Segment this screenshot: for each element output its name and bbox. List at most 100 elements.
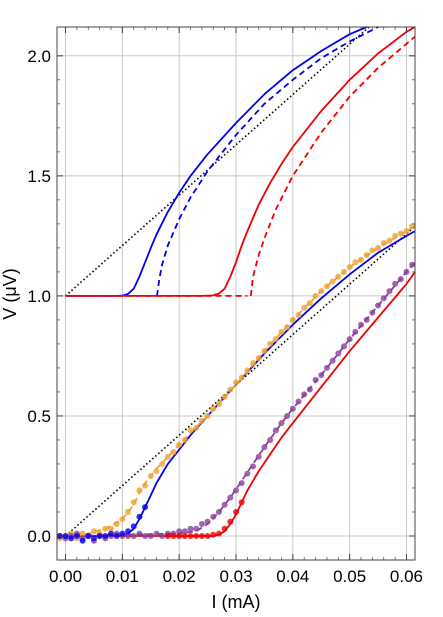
data-point xyxy=(204,518,211,525)
data-point xyxy=(301,304,308,311)
data-point xyxy=(306,300,313,307)
data-point xyxy=(136,530,143,537)
series-3 xyxy=(65,26,416,297)
data-point xyxy=(340,343,347,350)
data-point xyxy=(233,379,239,386)
series-13 xyxy=(56,504,149,544)
x-axis-ticks: 0.00 0.01 0.02 0.03 0.04 0.05 0.06 xyxy=(49,27,423,586)
data-point xyxy=(221,525,228,532)
data-point xyxy=(233,487,239,494)
x-tick-label: 0.01 xyxy=(106,567,139,586)
data-point xyxy=(125,532,132,539)
data-point xyxy=(369,247,376,254)
data-point xyxy=(323,364,330,371)
data-point xyxy=(147,532,154,539)
data-point xyxy=(397,230,404,237)
data-point xyxy=(318,288,325,295)
data-point xyxy=(278,328,285,335)
data-point xyxy=(159,532,166,539)
series-line xyxy=(249,35,416,297)
data-point xyxy=(363,252,370,259)
series-14 xyxy=(164,499,245,539)
data-point xyxy=(227,494,234,501)
x-axis-label: I (mA) xyxy=(212,592,261,612)
x-tick-label: 0.05 xyxy=(333,567,366,586)
data-point xyxy=(193,424,200,431)
x-tick-label: 0.06 xyxy=(390,567,423,586)
data-point xyxy=(358,256,365,263)
data-point xyxy=(153,530,160,537)
data-point xyxy=(244,470,251,477)
data-point xyxy=(73,532,80,539)
series-2 xyxy=(156,26,379,297)
data-point xyxy=(289,316,296,323)
data-point xyxy=(375,302,382,309)
data-point xyxy=(261,348,268,355)
data-point xyxy=(289,405,296,412)
data-point xyxy=(261,444,268,451)
data-point xyxy=(272,336,279,343)
data-point xyxy=(68,535,75,542)
data-point xyxy=(210,405,217,412)
data-point xyxy=(79,530,86,537)
x-tick-label: 0.02 xyxy=(163,567,196,586)
data-point xyxy=(227,518,234,525)
x-tick-label: 0.00 xyxy=(49,567,82,586)
y-tick-label: 1.0 xyxy=(27,287,51,306)
data-point xyxy=(255,355,262,362)
data-point xyxy=(198,532,205,539)
data-point xyxy=(210,531,217,538)
data-point xyxy=(352,259,359,266)
data-point xyxy=(113,532,120,539)
x-tick-label: 0.03 xyxy=(219,567,252,586)
y-tick-label: 0.5 xyxy=(27,407,51,426)
data-point xyxy=(312,376,319,383)
data-point xyxy=(113,520,120,527)
data-point xyxy=(102,525,109,532)
data-point xyxy=(227,386,234,393)
data-point xyxy=(119,530,126,537)
data-point xyxy=(125,528,132,535)
data-point xyxy=(147,472,154,479)
data-point xyxy=(181,436,188,443)
data-point xyxy=(130,532,137,539)
series-line xyxy=(156,26,379,297)
data-point xyxy=(238,499,245,506)
data-point xyxy=(375,244,382,251)
data-point xyxy=(176,532,183,539)
data-point xyxy=(233,508,239,515)
series-1 xyxy=(65,26,368,297)
data-point xyxy=(181,528,188,535)
data-point xyxy=(284,324,291,331)
data-point xyxy=(221,501,228,508)
data-point xyxy=(295,312,302,319)
data-point xyxy=(136,513,143,520)
data-point xyxy=(85,532,92,539)
series-8 xyxy=(57,271,416,537)
data-point xyxy=(397,276,404,283)
data-point xyxy=(153,468,160,475)
series-layer xyxy=(56,26,416,544)
data-point xyxy=(204,412,211,419)
data-point xyxy=(346,336,353,343)
data-point xyxy=(119,516,126,523)
data-point xyxy=(409,261,416,268)
data-point xyxy=(340,268,347,275)
data-point xyxy=(187,532,194,539)
data-point xyxy=(278,420,285,427)
data-point xyxy=(90,535,97,542)
data-point xyxy=(215,508,222,515)
data-point xyxy=(335,273,342,280)
data-point xyxy=(198,417,205,424)
y-axis-label: V (μV) xyxy=(0,268,20,319)
data-point xyxy=(215,530,222,537)
data-point xyxy=(215,400,222,407)
data-point xyxy=(386,288,393,295)
data-point xyxy=(238,374,245,381)
data-point xyxy=(170,532,177,539)
data-point xyxy=(159,460,166,467)
data-point xyxy=(403,268,410,275)
data-point xyxy=(358,321,365,328)
data-point xyxy=(170,448,177,455)
data-point xyxy=(272,427,279,434)
